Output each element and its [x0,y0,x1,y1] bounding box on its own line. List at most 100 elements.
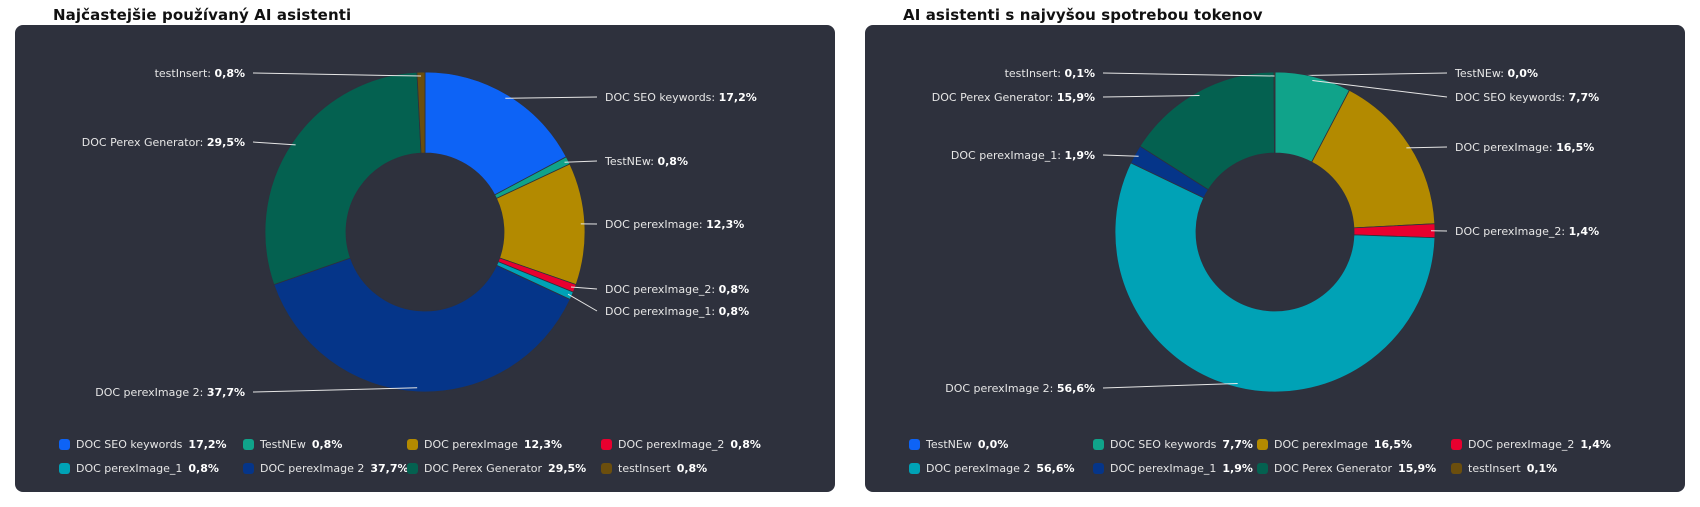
data-label-doc-pereximage-2: DOC perexImage 2: 37,7% [95,386,245,399]
leader-line-doc-perex-generator [252,141,296,146]
leader-line-doc-pereximage-1 [567,293,598,312]
legend-item-doc-perex-generator[interactable]: DOC Perex Generator 29,5% [407,460,601,476]
data-label-doc-pereximage: DOC perexImage: 12,3% [605,218,744,231]
data-label-testnew: TestNEw: 0,0% [1454,67,1538,80]
legend-label: DOC perexImage_1 [76,461,183,475]
legend-swatch [243,438,254,450]
slice-doc-pereximage-2[interactable] [273,257,571,393]
legend-label: DOC perexImage_2 [618,437,725,451]
legend-swatch [1257,438,1268,450]
legend-swatch [601,438,612,450]
legend-value: 0,8% [676,461,708,475]
legend-item-testnew[interactable]: TestNEw 0,8% [243,436,407,452]
leader-line-doc-pereximage-2 [570,286,598,290]
slice-doc-pereximage-2[interactable] [1114,162,1436,393]
legend-most-used: DOC SEO keywords 17,2% TestNEw 0,8% DOC pere… [59,436,825,476]
donut-chart-most-used: DOC SEO keywords: 17,2% TestNEw: 0,8% DOC … [82,67,757,399]
legend-item-doc-pereximage[interactable]: DOC perexImage 16,5% [1257,436,1451,452]
data-label-testnew: TestNEw: 0,8% [604,155,688,168]
legend-item-doc-pereximage-2[interactable]: DOC perexImage_2 0,8% [601,436,791,452]
legend-item-doc-pereximage-1[interactable]: DOC perexImage_1 1,9% [1093,460,1257,476]
legend-value: 0,1% [1526,461,1558,475]
data-label-doc-pereximage-1: DOC perexImage_1: 1,9% [951,149,1095,162]
legend-item-doc-pereximage[interactable]: DOC perexImage 12,3% [407,436,601,452]
legend-item-testinsert[interactable]: testInsert 0,8% [601,460,791,476]
legend-value: 1,4% [1580,437,1611,451]
legend-swatch [601,462,612,474]
chart-card-most-used: DOC SEO keywords: 17,2% TestNEw: 0,8% DOC … [15,25,835,492]
legend-label: DOC perexImage 2 [260,461,365,475]
legend-swatch [1451,438,1462,450]
legend-value: 1,9% [1222,461,1253,475]
data-label-doc-perex-generator: DOC Perex Generator: 15,9% [932,91,1095,104]
data-label-doc-pereximage: DOC perexImage: 16,5% [1455,141,1594,154]
legend-value: 56,6% [1036,461,1075,475]
legend-label: testInsert [1468,461,1521,475]
legend-item-doc-pereximage-2[interactable]: DOC perexImage 2 56,6% [909,460,1093,476]
leader-line-doc-perex-generator [1102,94,1200,98]
legend-item-testinsert[interactable]: testInsert 0,1% [1451,460,1641,476]
data-label-doc-perex-generator: DOC Perex Generator: 29,5% [82,136,245,149]
data-label-doc-pereximage-1: DOC perexImage_1: 0,8% [605,305,749,318]
legend-swatch [59,438,70,450]
legend-value: 0,0% [977,437,1009,451]
legend-token-usage: TestNEw 0,0% DOC SEO keywords 7,7% DOC perex… [909,436,1675,476]
slice-doc-seo-keywords[interactable] [424,71,567,196]
legend-swatch [1093,438,1104,450]
legend-value: 17,2% [188,437,227,451]
legend-swatch [1257,462,1268,474]
legend-value: 12,3% [523,437,563,451]
data-label-testinsert: testInsert: 0,8% [155,67,245,80]
legend-item-doc-pereximage-2[interactable]: DOC perexImage_2 1,4% [1451,436,1641,452]
leader-line-testinsert [252,72,422,77]
data-label-doc-pereximage-2: DOC perexImage 2: 56,6% [945,382,1095,395]
legend-label: DOC Perex Generator [424,461,543,475]
chart-title-token-usage: AI asistenti s najvyšou spotrebou tokeno… [903,6,1263,24]
legend-label: DOC perexImage [1274,437,1368,451]
chart-card-token-usage: TestNEw: 0,0% DOC SEO keywords: 7,7% DOC p… [865,25,1685,492]
legend-swatch [909,438,920,450]
legend-label: DOC perexImage_1 [1110,461,1217,475]
data-label-testinsert: testInsert: 0,1% [1005,67,1095,80]
leader-line-doc-seo-keywords [1312,80,1448,98]
legend-swatch [59,462,70,474]
leader-line-doc-pereximage-2 [1102,382,1238,389]
legend-swatch [1451,462,1462,474]
data-label-doc-pereximage-2: DOC perexImage_2: 0,8% [605,283,749,296]
legend-label: DOC perexImage 2 [926,461,1031,475]
legend-label: DOC perexImage_2 [1468,437,1575,451]
legend-label: DOC SEO keywords [76,437,183,451]
leader-line-testinsert [1102,72,1275,77]
legend-item-doc-perex-generator[interactable]: DOC Perex Generator 15,9% [1257,460,1451,476]
legend-swatch [407,462,418,474]
legend-item-testnew[interactable]: TestNEw 0,0% [909,436,1093,452]
data-label-doc-pereximage-2: DOC perexImage_2: 1,4% [1455,225,1599,238]
legend-label: DOC Perex Generator [1274,461,1393,475]
slice-doc-perex-generator[interactable] [1139,71,1275,191]
legend-swatch [1093,462,1104,474]
legend-value: 0,8% [730,437,761,451]
legend-value: 16,5% [1373,437,1413,451]
legend-label: TestNEw [926,437,972,451]
legend-value: 29,5% [548,461,587,475]
legend-item-doc-seo-keywords[interactable]: DOC SEO keywords 7,7% [1093,436,1257,452]
legend-label: DOC SEO keywords [1110,437,1217,451]
donut-chart-token-usage: TestNEw: 0,0% DOC SEO keywords: 7,7% DOC p… [932,67,1599,395]
legend-value: 0,8% [311,437,343,451]
data-label-doc-seo-keywords: DOC SEO keywords: 7,7% [1455,91,1599,104]
legend-item-doc-pereximage-2[interactable]: DOC perexImage 2 37,7% [243,460,409,476]
slice-testinsert[interactable] [1273,71,1276,154]
legend-swatch [909,462,920,474]
legend-item-doc-pereximage-1[interactable]: DOC perexImage_1 0,8% [59,460,243,476]
legend-label: TestNEw [260,437,306,451]
slice-doc-perex-generator[interactable] [264,71,422,286]
leader-line-doc-pereximage-1 [1102,154,1139,157]
leader-line-doc-seo-keywords [505,96,598,99]
slice-testinsert[interactable] [416,71,426,154]
leader-line-doc-pereximage [1406,146,1448,149]
legend-item-doc-seo-keywords[interactable]: DOC SEO keywords 17,2% [59,436,243,452]
legend-swatch [407,438,418,450]
data-label-doc-seo-keywords: DOC SEO keywords: 17,2% [605,91,757,104]
leader-line-testnew [564,160,598,163]
